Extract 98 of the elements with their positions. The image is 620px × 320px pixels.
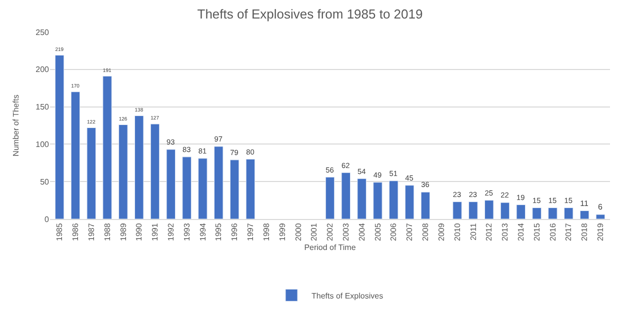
- bar: [373, 182, 382, 219]
- bar: [86, 127, 96, 219]
- data-label: 19: [516, 192, 525, 202]
- x-tick-label: 2011: [468, 222, 478, 240]
- x-tick-label: 2016: [548, 222, 558, 241]
- data-label: 81: [198, 146, 207, 156]
- bar: [532, 208, 542, 219]
- x-tick-label: 1995: [214, 222, 224, 241]
- y-tick-label: 250: [36, 28, 50, 37]
- y-tick-label: 0: [44, 214, 50, 224]
- data-label: 80: [246, 147, 254, 156]
- data-label: 79: [230, 148, 238, 158]
- bar: [580, 210, 590, 219]
- bar: [198, 158, 208, 219]
- x-tick-label: 2019: [596, 222, 606, 241]
- bar: [182, 156, 192, 219]
- x-tick-label: 2000: [294, 222, 303, 241]
- x-tick-label: 2008: [421, 222, 430, 241]
- x-tick-label: 2007: [405, 222, 414, 241]
- data-label: 15: [564, 196, 572, 205]
- bar: [564, 208, 574, 219]
- bar: [357, 178, 366, 219]
- x-tick-label: 1987: [86, 222, 96, 241]
- bar: [230, 160, 240, 219]
- bar: [404, 185, 414, 219]
- bar: [214, 146, 224, 219]
- data-label: 15: [548, 196, 557, 205]
- y-tick-label: 100: [36, 140, 50, 149]
- data-label: 56: [326, 165, 334, 174]
- bar: [54, 54, 64, 219]
- data-label: 62: [342, 160, 350, 170]
- x-tick-label: 2012: [484, 222, 494, 241]
- data-label: 97: [214, 134, 222, 144]
- data-label: 93: [166, 138, 175, 147]
- data-label: 54: [357, 166, 366, 176]
- bar: [516, 204, 526, 219]
- x-axis-title: Period of Time: [304, 243, 356, 252]
- data-label: 51: [389, 169, 398, 178]
- data-label: 25: [484, 188, 493, 198]
- y-tick-label: 50: [40, 177, 50, 186]
- x-tick-label: 2010: [452, 222, 462, 241]
- x-tick-label: 1997: [246, 222, 256, 241]
- x-tick-label: 1998: [262, 222, 271, 241]
- x-tick-label: 2002: [326, 222, 335, 241]
- bar: [452, 202, 462, 219]
- bar: [468, 202, 478, 219]
- bar: [548, 208, 558, 219]
- y-axis-title: Number of Thefts: [11, 94, 20, 156]
- x-tick-label: 1991: [150, 222, 160, 241]
- data-label: 22: [500, 190, 509, 200]
- x-tick-label: 1986: [71, 222, 80, 241]
- bar: [500, 202, 510, 219]
- bar: [150, 124, 160, 219]
- data-label: 23: [452, 190, 462, 199]
- x-tick-label: 1992: [166, 222, 176, 241]
- data-label: 45: [405, 173, 414, 182]
- bar: [102, 76, 112, 219]
- x-tick-label: 1993: [182, 222, 192, 241]
- x-tick-label: 2004: [357, 222, 366, 241]
- x-tick-label: 2017: [564, 222, 574, 241]
- x-tick-label: 1990: [134, 222, 144, 241]
- x-tick-label: 1988: [102, 222, 112, 241]
- bar: [134, 116, 144, 219]
- bar: [596, 214, 606, 219]
- chart-title: Thefts of Explosives from 1985 to 2019: [197, 6, 423, 22]
- x-tick-label: 2015: [532, 222, 542, 241]
- x-tick-label: 2014: [516, 222, 526, 241]
- x-tick-label: 1985: [55, 222, 64, 241]
- bar: [341, 172, 351, 219]
- y-tick-label: 150: [36, 102, 50, 112]
- bar: [389, 180, 398, 219]
- x-tick-label: 2001: [310, 222, 319, 241]
- data-label: 11: [580, 198, 588, 208]
- bar: [420, 192, 430, 219]
- x-tick-label: 2009: [436, 222, 446, 241]
- bar: [166, 149, 176, 219]
- x-tick-label: 1989: [118, 222, 128, 241]
- x-tick-label: 2013: [500, 222, 510, 241]
- data-label: 6: [598, 202, 603, 212]
- bar: [484, 200, 494, 219]
- data-label: 49: [373, 170, 382, 180]
- x-tick-label: 1994: [198, 222, 208, 241]
- data-label: 36: [421, 180, 430, 190]
- x-tick-label: 1996: [230, 222, 240, 241]
- x-tick-label: 2003: [342, 222, 351, 241]
- x-tick-label: 2018: [580, 222, 590, 241]
- bar: [70, 92, 80, 219]
- bar: [246, 158, 256, 219]
- y-tick-label: 200: [36, 65, 50, 74]
- bar: [118, 124, 128, 219]
- data-label: 23: [468, 190, 478, 199]
- x-tick-label: 1999: [278, 222, 287, 241]
- legend-label: Thefts of Explosives: [312, 291, 384, 300]
- bar: [325, 176, 335, 219]
- x-tick-label: 2005: [373, 222, 382, 241]
- data-label: 83: [182, 145, 191, 154]
- data-label: 15: [532, 196, 541, 205]
- x-tick-label: 2006: [389, 222, 398, 241]
